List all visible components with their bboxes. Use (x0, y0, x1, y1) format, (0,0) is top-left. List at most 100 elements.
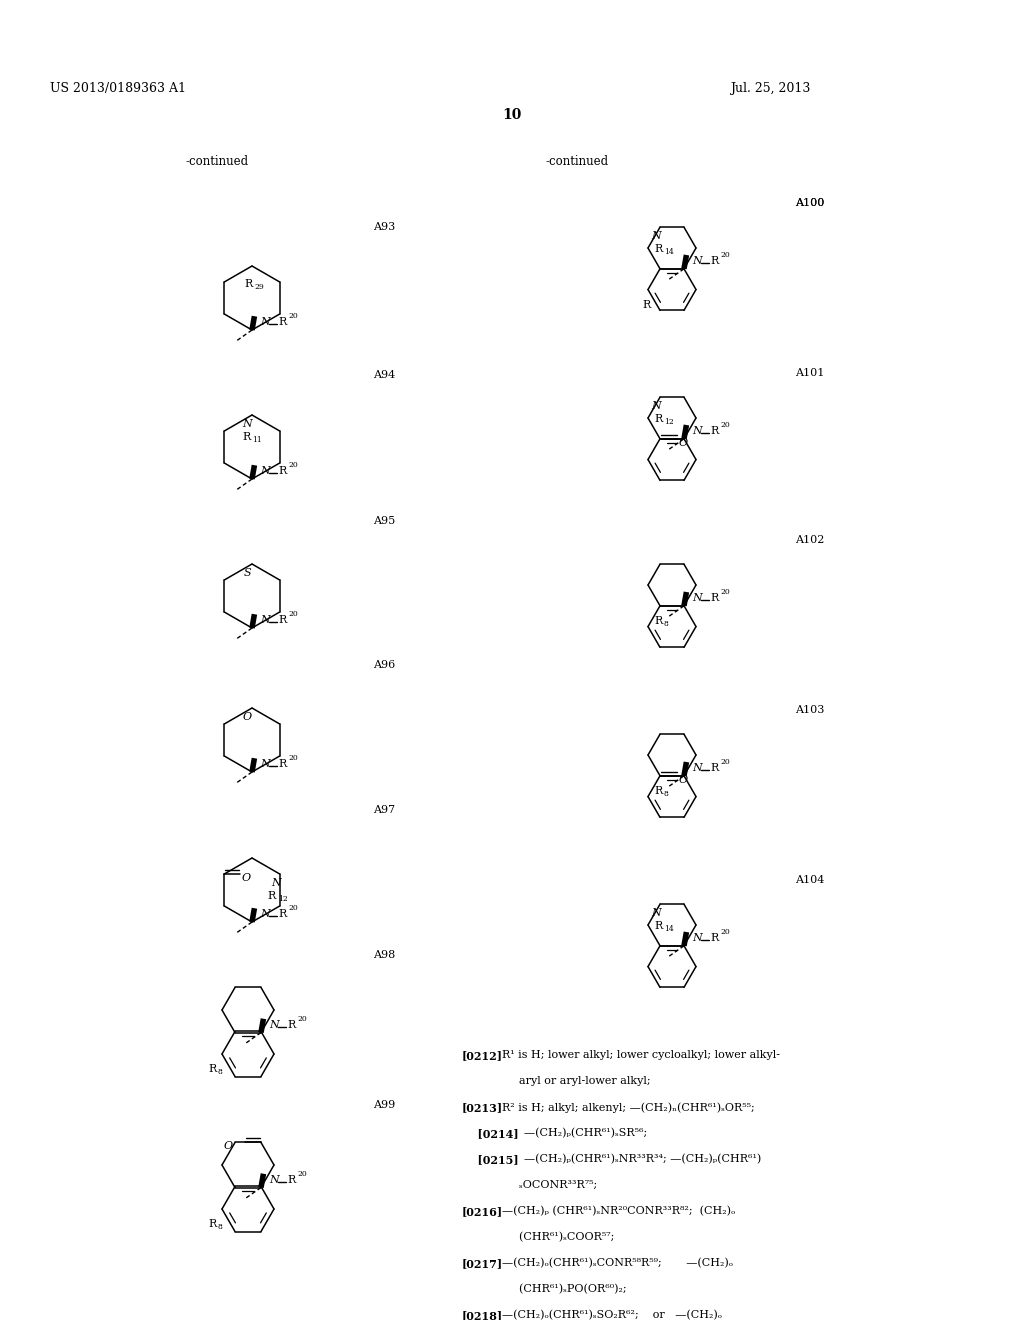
Text: [0216]: [0216] (462, 1206, 503, 1217)
Text: 20: 20 (297, 1015, 307, 1023)
Text: N: N (260, 615, 269, 624)
Text: R: R (710, 426, 718, 436)
Text: O: O (679, 775, 688, 785)
Text: R: R (654, 616, 663, 626)
Text: R: R (654, 785, 663, 796)
Text: O: O (224, 1142, 233, 1151)
Text: (CHR⁶¹)ₛCOOR⁵⁷;: (CHR⁶¹)ₛCOOR⁵⁷; (512, 1232, 614, 1242)
Text: R: R (654, 414, 663, 424)
Text: ₛOCONR³³R⁷⁵;: ₛOCONR³³R⁷⁵; (512, 1180, 597, 1191)
Text: R: R (242, 432, 250, 442)
Text: —(CH₂)ₚ(CHR⁶¹)ₛNR³³R³⁴; —(CH₂)ₚ(CHR⁶¹): —(CH₂)ₚ(CHR⁶¹)ₛNR³³R³⁴; —(CH₂)ₚ(CHR⁶¹) (517, 1154, 761, 1164)
Text: —(CH₂)ₒ(CHR⁶¹)ₛCONR⁵⁸R⁵⁹;       —(CH₂)ₒ: —(CH₂)ₒ(CHR⁶¹)ₛCONR⁵⁸R⁵⁹; —(CH₂)ₒ (495, 1258, 733, 1269)
Text: N: N (651, 401, 660, 412)
Text: 20: 20 (297, 1170, 307, 1177)
Text: Jul. 25, 2013: Jul. 25, 2013 (730, 82, 810, 95)
Text: N: N (692, 256, 701, 265)
Text: O: O (242, 873, 251, 883)
Text: O: O (679, 438, 688, 447)
Text: R: R (244, 279, 252, 289)
Text: N: N (692, 593, 701, 603)
Text: (CHR⁶¹)ₛPO(OR⁶⁰)₂;: (CHR⁶¹)ₛPO(OR⁶⁰)₂; (512, 1284, 627, 1295)
Text: A96: A96 (373, 660, 395, 671)
Text: 20: 20 (720, 251, 730, 259)
Text: 20: 20 (288, 754, 298, 762)
Text: —(CH₂)ₒ(CHR⁶¹)ₛSO₂R⁶²;    or   —(CH₂)ₒ: —(CH₂)ₒ(CHR⁶¹)ₛSO₂R⁶²; or —(CH₂)ₒ (495, 1309, 722, 1320)
Text: 12: 12 (664, 418, 674, 426)
Text: US 2013/0189363 A1: US 2013/0189363 A1 (50, 82, 186, 95)
Text: R: R (278, 317, 287, 327)
Text: O: O (243, 711, 252, 722)
Text: N: N (260, 759, 269, 770)
Text: A98: A98 (373, 950, 395, 960)
Text: 20: 20 (288, 904, 298, 912)
Text: N: N (692, 933, 701, 942)
Text: N: N (269, 1175, 279, 1184)
Text: A97: A97 (373, 805, 395, 814)
Text: 11: 11 (252, 436, 262, 444)
Text: R: R (278, 909, 287, 919)
Text: R: R (287, 1175, 295, 1184)
Text: N: N (260, 317, 269, 327)
Text: R: R (267, 891, 275, 902)
Text: R: R (710, 763, 718, 772)
Text: R: R (654, 244, 663, 255)
Text: R: R (278, 759, 287, 770)
Text: 20: 20 (288, 461, 298, 469)
Text: R: R (710, 933, 718, 942)
Text: [0214]: [0214] (462, 1129, 518, 1139)
Text: 20: 20 (720, 587, 730, 595)
Text: A100: A100 (795, 198, 824, 209)
Text: A102: A102 (795, 535, 824, 545)
Text: R: R (654, 921, 663, 931)
Text: 29: 29 (254, 282, 264, 290)
Text: N: N (692, 426, 701, 436)
Text: aryl or aryl-lower alkyl;: aryl or aryl-lower alkyl; (512, 1076, 650, 1086)
Text: -continued: -continued (545, 154, 608, 168)
Text: R: R (710, 593, 718, 603)
Text: [0213]: [0213] (462, 1102, 503, 1113)
Text: 8: 8 (664, 620, 669, 628)
Text: A94: A94 (373, 370, 395, 380)
Text: A99: A99 (373, 1100, 395, 1110)
Text: 14: 14 (664, 925, 674, 933)
Text: [0215]: [0215] (462, 1154, 518, 1166)
Text: 20: 20 (720, 758, 730, 766)
Text: 20: 20 (720, 928, 730, 936)
Text: R: R (642, 300, 650, 310)
Text: N: N (242, 418, 252, 429)
Text: 20: 20 (288, 312, 298, 319)
Text: A103: A103 (795, 705, 824, 715)
Text: 12: 12 (278, 895, 288, 903)
Text: 20: 20 (288, 610, 298, 618)
Text: 8: 8 (218, 1068, 223, 1076)
Text: A93: A93 (373, 222, 395, 232)
Text: N: N (692, 763, 701, 772)
Text: R: R (278, 466, 287, 477)
Text: [0212]: [0212] (462, 1049, 503, 1061)
Text: A104: A104 (795, 875, 824, 884)
Text: N: N (651, 908, 660, 919)
Text: A101: A101 (795, 368, 824, 378)
Text: —(CH₂)ₚ (CHR⁶¹)ₛNR²⁰CONR³³R⁸²;  (CH₂)ₒ: —(CH₂)ₚ (CHR⁶¹)ₛNR²⁰CONR³³R⁸²; (CH₂)ₒ (495, 1206, 735, 1216)
Text: N: N (270, 878, 281, 888)
Text: R: R (208, 1064, 216, 1074)
Text: A100: A100 (795, 198, 824, 209)
Text: [0217]: [0217] (462, 1258, 503, 1269)
Text: [0218]: [0218] (462, 1309, 503, 1320)
Text: 8: 8 (218, 1224, 223, 1232)
Text: 20: 20 (720, 421, 730, 429)
Text: A95: A95 (373, 516, 395, 525)
Text: R: R (287, 1019, 295, 1030)
Text: —(CH₂)ₚ(CHR⁶¹)ₛSR⁵⁶;: —(CH₂)ₚ(CHR⁶¹)ₛSR⁵⁶; (517, 1129, 647, 1138)
Text: R² is H; alkyl; alkenyl; —(CH₂)ₙ(CHR⁶¹)ₛOR⁵⁵;: R² is H; alkyl; alkenyl; —(CH₂)ₙ(CHR⁶¹)ₛ… (495, 1102, 755, 1113)
Text: 10: 10 (503, 108, 521, 121)
Text: N: N (260, 466, 269, 477)
Text: N: N (260, 909, 269, 919)
Text: R: R (278, 615, 287, 624)
Text: 14: 14 (664, 248, 674, 256)
Text: N: N (269, 1019, 279, 1030)
Text: R¹ is H; lower alkyl; lower cycloalkyl; lower alkyl-: R¹ is H; lower alkyl; lower cycloalkyl; … (495, 1049, 780, 1060)
Text: R: R (710, 256, 718, 265)
Text: N: N (651, 231, 660, 242)
